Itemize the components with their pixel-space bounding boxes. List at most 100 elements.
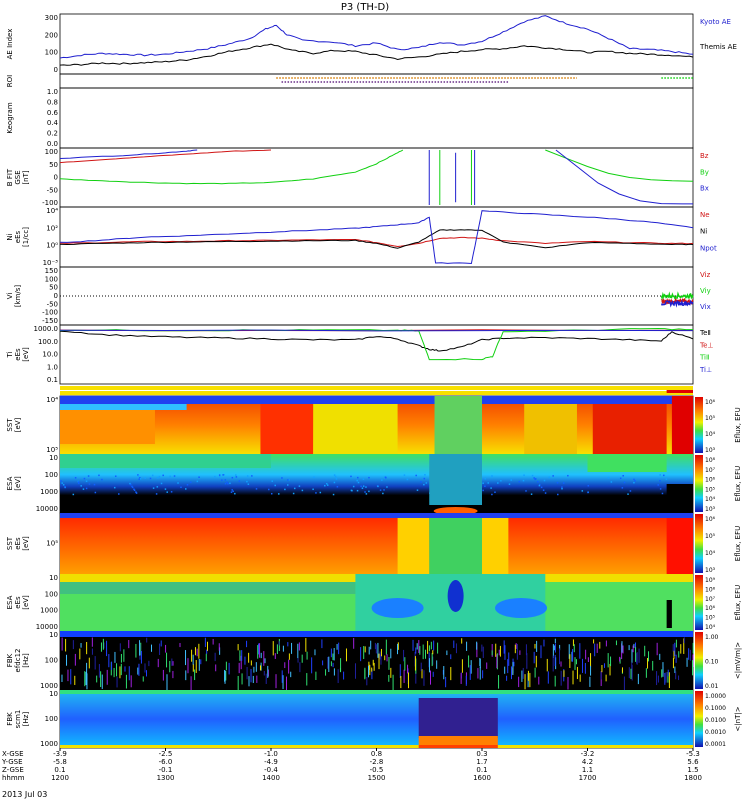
fbk-e-streak — [559, 644, 561, 651]
bfield-legend: Bz — [700, 152, 709, 160]
fbk-e-streak — [282, 675, 284, 690]
fbk-e-streak — [686, 657, 688, 667]
velocity-ytick: -50 — [47, 300, 58, 308]
ae-frame — [59, 13, 694, 75]
fbk-e-streak — [414, 656, 416, 671]
fbk-e-streak — [332, 662, 334, 668]
xaxis-value: 0.8 — [371, 750, 382, 758]
fbk-e-streak — [86, 662, 88, 675]
xaxis-value: -4.9 — [264, 758, 278, 766]
fbk-e-streak — [424, 649, 426, 659]
xaxis-row-label: Z-GSE — [2, 766, 24, 774]
esa-ion-speck — [633, 478, 635, 481]
density-ylabel: [1/cc] — [22, 227, 30, 247]
fbk-e-ylabel: efdc12 — [14, 649, 22, 673]
velocity-ytick: -150 — [42, 317, 58, 325]
bfield-series-2 — [59, 149, 198, 159]
sst-elec-ylabel: [eV] — [22, 536, 30, 551]
esa-ion-speck — [286, 484, 289, 486]
sst-elec-ytick: 10⁵ — [46, 540, 58, 548]
sst-elec-cblabel: Eflux, EFU — [734, 526, 742, 561]
sst-ion-yel2 — [524, 404, 577, 454]
fbk-e-streak — [86, 641, 88, 655]
fbk-b-ytick: 100 — [45, 715, 58, 723]
esa-ion-speck — [87, 475, 90, 477]
esa-elec-cbtick: 10⁹ — [705, 577, 716, 584]
fbk-e-streak — [515, 643, 517, 649]
fbk-e-streak — [631, 664, 633, 681]
fbk-e-streak — [631, 649, 633, 663]
esa-ion-speck — [525, 490, 527, 492]
esa-ion-speck — [352, 485, 355, 488]
fbk-e-streak — [265, 673, 267, 684]
fbk-e-streak — [388, 657, 390, 670]
esa-ion-speck — [622, 475, 624, 477]
fbk-e-streak — [516, 643, 518, 660]
sst-ion-yellow — [313, 404, 398, 454]
esa-ion-speck — [659, 474, 661, 476]
esa-ion-speck — [222, 474, 224, 476]
bfield-ytick: 50 — [49, 161, 58, 169]
bfield-ytick: 0 — [54, 174, 58, 182]
fbk-e-streak — [538, 676, 540, 685]
fbk-e-streak — [367, 665, 369, 678]
esa-ion-speck — [224, 482, 227, 485]
fbk-e-streak — [204, 637, 206, 647]
sst-elec-bg — [60, 513, 693, 574]
fbk-e-streak — [260, 662, 262, 671]
fbk-e-streak — [353, 637, 355, 649]
esa-ion-speck — [139, 477, 141, 479]
esa-ion-speck — [416, 489, 419, 491]
xaxis-value: -0.5 — [370, 766, 384, 774]
fbk-e-streak — [332, 653, 334, 661]
esa-ion-speck — [138, 478, 140, 481]
fbk-e-streak — [579, 643, 581, 659]
keogram-frame — [59, 87, 694, 149]
fbk-e-streak — [374, 642, 376, 650]
xaxis-value: 0.1 — [476, 766, 487, 774]
esa-ion-speck — [93, 483, 96, 486]
fbk-e-streak — [466, 641, 468, 651]
esa-ion-speck — [561, 487, 563, 490]
fbk-e-streak — [390, 648, 392, 659]
fbk-e-streak — [215, 664, 217, 672]
fbk-e-streak — [372, 659, 374, 666]
fbk-e-streak — [422, 644, 424, 660]
esa-ion-speck — [665, 478, 668, 480]
fbk-e-streak — [668, 672, 670, 689]
esa-elec-blob-2 — [495, 598, 548, 618]
fbk-e-streak — [91, 637, 93, 647]
esa-elec-ytick: 10000 — [36, 623, 58, 631]
xaxis-value: -0.1 — [159, 766, 173, 774]
fbk-e-streak — [241, 650, 243, 661]
ae-ylabel: AE Index — [6, 29, 14, 60]
fbk-e-streak — [206, 641, 208, 652]
fbk-e-top — [60, 631, 693, 637]
sst-ion-cbtick: 10⁶ — [705, 399, 716, 406]
esa-ion-speck — [557, 493, 559, 496]
esa-ion-speck — [587, 491, 589, 494]
fbk-e-streak — [297, 643, 299, 659]
esa-ion-speck — [156, 486, 159, 488]
bfield-ytick: -50 — [47, 186, 58, 194]
fbk-e-streak — [427, 640, 429, 654]
esa-ion-speck — [270, 492, 273, 495]
esa-ion-speck — [298, 485, 301, 487]
sst-ion-orange — [60, 410, 155, 444]
esa-ion-speck — [356, 489, 359, 492]
bfield-series-1 — [59, 149, 404, 185]
fbk-e-streak — [185, 650, 187, 666]
ae-ytick: 100 — [45, 49, 58, 57]
fbk-e-streak — [137, 667, 139, 675]
esa-ion-speck — [131, 485, 133, 488]
fbk-e-streak — [408, 672, 410, 689]
fbk-e-streak — [504, 666, 506, 674]
fbk-e-streak — [418, 640, 420, 653]
fbk-e-streak — [675, 639, 677, 648]
esa-ion-speck — [490, 487, 492, 489]
fbk-e-streak — [267, 669, 269, 677]
fbk-e-streak — [461, 638, 463, 644]
fbk-e-streak — [369, 664, 371, 676]
fbk-e-streak — [278, 641, 280, 646]
density-legend: Ne — [700, 211, 710, 219]
